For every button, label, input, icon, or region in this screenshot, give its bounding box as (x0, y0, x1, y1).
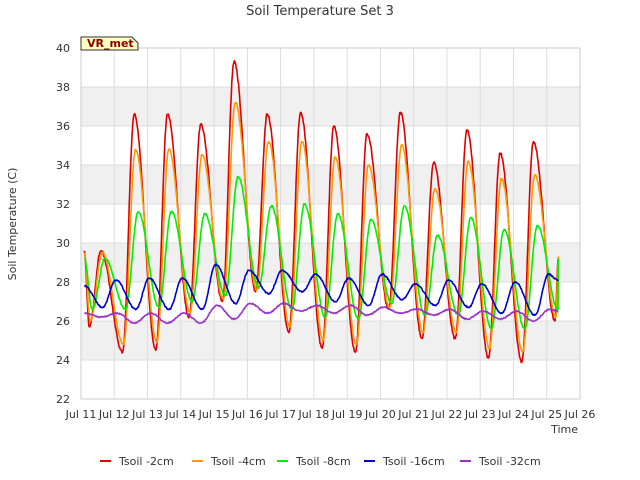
x-tick-label: Jul 23 (464, 408, 496, 421)
plot-area (80, 47, 581, 400)
y-tick-label: 36 (56, 120, 70, 133)
x-tick-label: Jul 26 (564, 408, 596, 421)
legend-label: Tsoil -32cm (478, 455, 541, 468)
legend-label: Tsoil -2cm (118, 455, 174, 468)
x-tick-label: Jul 20 (364, 408, 396, 421)
y-axis-label: Soil Temperature (C) (6, 168, 19, 281)
chart-title: Soil Temperature Set 3 (246, 4, 394, 19)
y-tick-label: 24 (56, 354, 70, 367)
legend: Tsoil -2cm Tsoil -4cm Tsoil -8cm Tsoil -16c… (100, 455, 541, 468)
y-tick-label: 38 (56, 81, 70, 94)
y-tick-label: 28 (56, 276, 70, 289)
x-tick-label: Jul 12 (98, 408, 130, 421)
x-tick-label: Jul 18 (297, 408, 329, 421)
y-tick-label: 26 (56, 315, 70, 328)
series-line-tsoil-16cm (83, 263, 559, 316)
grid-band (81, 321, 580, 360)
x-tick-label: Jul 17 (264, 408, 296, 421)
x-tick-label: Jul 11 (65, 408, 97, 421)
x-tick-label: Jul 13 (131, 408, 163, 421)
legend-label: Tsoil -8cm (295, 455, 351, 468)
x-axis-label: Time (550, 423, 578, 436)
x-axis-ticks: Jul 11 Jul 12 Jul 13 Jul 14 Jul 15 Jul 16 Jul … (65, 408, 596, 421)
station-badge: VR_met (80, 36, 139, 51)
legend-label: Tsoil -4cm (210, 455, 266, 468)
x-tick-label: Jul 24 (497, 408, 529, 421)
y-axis-ticks: 22 24 26 28 30 32 34 36 38 40 (56, 42, 70, 406)
series-line-tsoil-32cm (84, 302, 559, 325)
x-tick-label: Jul 16 (231, 408, 263, 421)
y-tick-label: 30 (56, 237, 70, 250)
grid-band (81, 87, 580, 126)
x-tick-label: Jul 22 (431, 408, 463, 421)
series-line-tsoil-8cm (84, 175, 560, 330)
y-tick-label: 40 (56, 42, 70, 55)
x-tick-label: Jul 21 (397, 408, 429, 421)
y-tick-label: 32 (56, 198, 70, 211)
y-tick-label: 34 (56, 159, 70, 172)
x-tick-label: Jul 25 (530, 408, 562, 421)
y-tick-label: 22 (56, 393, 70, 406)
x-tick-label: Jul 19 (331, 408, 363, 421)
series-layer (83, 60, 560, 364)
x-tick-label: Jul 14 (164, 408, 196, 421)
x-tick-label: Jul 15 (198, 408, 230, 421)
legend-label: Tsoil -16cm (382, 455, 445, 468)
station-badge-label: VR_met (87, 37, 134, 50)
